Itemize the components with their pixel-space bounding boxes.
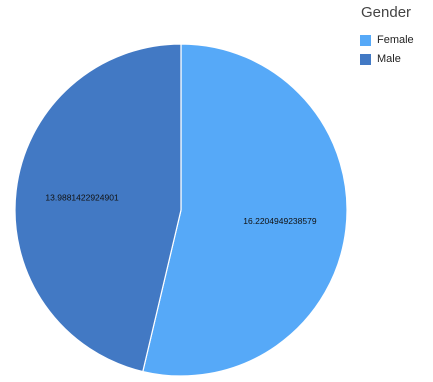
legend-item-male[interactable]: Male: [360, 51, 430, 67]
legend-title: Gender: [361, 4, 412, 21]
pie-slice-female[interactable]: [142, 43, 348, 377]
legend-label-female: Female: [377, 34, 414, 46]
legend-label-male: Male: [377, 53, 401, 65]
legend-swatch-male: [360, 53, 371, 65]
legend-item-female[interactable]: Female: [360, 32, 430, 48]
pie-value-labels: 16.2204949238579 13.9881422924901: [45, 193, 316, 226]
legend: Gender Female Male: [360, 4, 430, 70]
pie-value-label-female: 16.2204949238579: [243, 216, 317, 226]
pie-slices: [14, 43, 348, 377]
pie-slice-male[interactable]: [14, 43, 182, 373]
legend-swatch-female: [360, 34, 371, 46]
pie-value-label-male: 13.9881422924901: [45, 193, 119, 203]
